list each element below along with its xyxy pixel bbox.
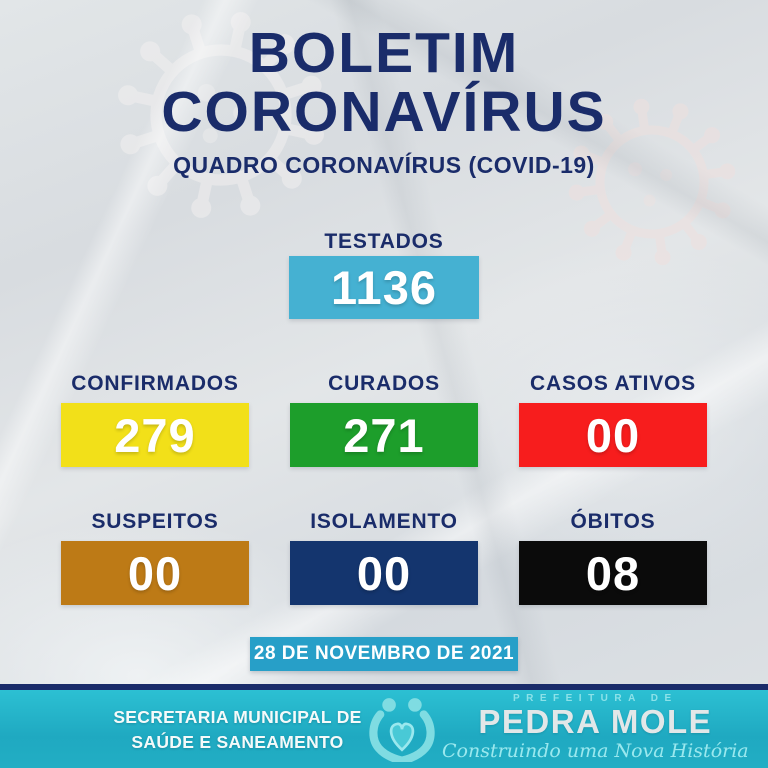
stat-value: 08 [585, 546, 641, 600]
stats-row-1: CONFIRMADOS 279 CURADOS 271 CASOS ATIVOS… [0, 372, 768, 467]
stat-label: ÓBITOS [570, 510, 656, 533]
footer-bar: SECRETARIA MUNICIPAL DE SAÚDE E SANEAMEN… [0, 690, 768, 768]
testados-label: TESTADOS [324, 230, 444, 253]
department-line1: SECRETARIA MUNICIPAL DE [113, 707, 362, 727]
stat-value: 00 [127, 546, 183, 600]
stat-value-box: 00 [290, 541, 478, 605]
stat-suspeitos: SUSPEITOS 00 [61, 510, 249, 605]
stat-value: 00 [585, 408, 641, 462]
stat-casos-ativos: CASOS ATIVOS 00 [519, 372, 707, 467]
date-text: 28 DE NOVEMBRO DE 2021 [253, 643, 515, 664]
logo-name: PEDRA MOLE [478, 703, 713, 740]
pedra-mole-logo: PREFEITURA DE PEDRA MOLE Construindo uma… [368, 693, 749, 762]
stat-value-box: 00 [519, 403, 707, 467]
people-heart-logo-icon [369, 697, 435, 762]
stat-label: ISOLAMENTO [310, 510, 458, 533]
stat-value: 00 [356, 546, 412, 600]
stat-value: 271 [343, 408, 425, 462]
stat-value-box: 271 [290, 403, 478, 467]
department-line2: SAÚDE E SANEAMENTO [131, 731, 344, 752]
logo-slogan: Construindo uma Nova História [442, 740, 749, 762]
page-title-line1: BOLETIM [248, 21, 520, 85]
stats-row-2: SUSPEITOS 00 ISOLAMENTO 00 ÓBITOS 08 [0, 510, 768, 605]
footer-divider [0, 684, 768, 690]
stat-confirmados: CONFIRMADOS 279 [61, 372, 249, 467]
date-badge: 28 DE NOVEMBRO DE 2021 [250, 637, 518, 671]
page-title-line2: CORONAVÍRUS [161, 80, 607, 145]
testados-value-box: 1136 [289, 256, 479, 319]
logo-pretitle: PREFEITURA DE [512, 693, 678, 704]
stat-value-box: 279 [61, 403, 249, 467]
header: BOLETIM CORONAVÍRUS QUADRO CORONAVÍRUS (… [0, 21, 768, 179]
stat-label: CURADOS [328, 372, 440, 395]
stat-label: SUSPEITOS [91, 510, 219, 533]
stat-value-box: 00 [61, 541, 249, 605]
testados-value: 1136 [331, 261, 437, 314]
department-title: SECRETARIA MUNICIPAL DE SAÚDE E SANEAMEN… [95, 705, 380, 755]
stat-isolamento: ISOLAMENTO 00 [290, 510, 478, 605]
stat-curados: CURADOS 271 [290, 372, 478, 467]
stat-obitos: ÓBITOS 08 [519, 510, 707, 605]
page-subtitle: QUADRO CORONAVÍRUS (COVID-19) [173, 151, 595, 178]
stat-label: CONFIRMADOS [71, 372, 239, 395]
stat-value-box: 08 [519, 541, 707, 605]
stat-value: 279 [114, 408, 196, 462]
stat-label: CASOS ATIVOS [530, 372, 696, 395]
logo-text: PREFEITURA DE PEDRA MOLE Construindo uma… [442, 693, 749, 762]
